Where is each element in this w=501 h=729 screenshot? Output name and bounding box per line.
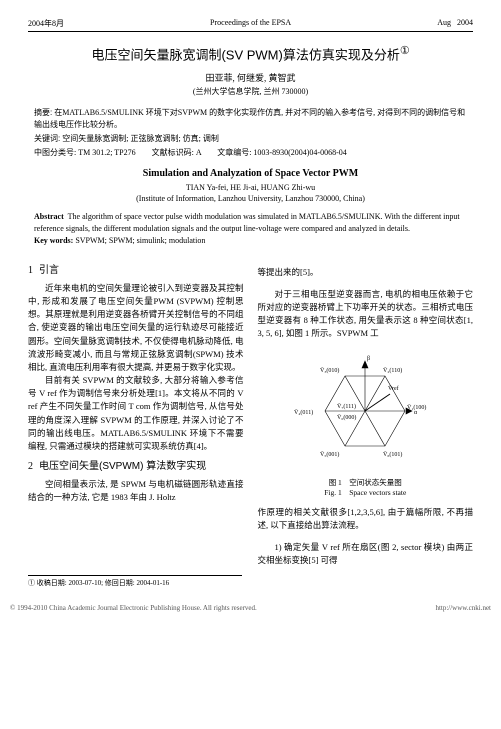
affiliation-chinese: (兰州大学信息学院, 兰州 730000) [28,86,473,97]
keywords-label-en: Key words: [34,236,73,245]
footer-copyright: © 1994-2010 China Academic Journal Elect… [10,604,257,612]
page-footer: © 1994-2010 China Academic Journal Elect… [0,604,501,612]
footnote: ① 收稿日期: 2003-07-10; 修回日期: 2004-01-16 [28,575,242,588]
col2-para2: 作原理的相关文献很多[1,2,3,5,6], 由于篇幅所限, 不再描述, 以下直… [258,506,474,532]
keywords-label-cn: 关键词: [34,134,60,143]
header-issue: Aug 2004 [437,18,473,29]
abstract-english: Abstract The algorithm of space vector p… [34,211,467,247]
header-date: 2004年8月 [28,18,64,29]
v0-label: V̄₀(000) [337,414,356,421]
left-column: 1引言 近年来电机的空间矢量理论被引入到逆变器及其控制中, 形成和发展了电压空间… [28,257,244,567]
fig1-caption: 图 1 空间状态矢量图 Fig. 1 Space vectors state [258,478,474,498]
vref-label: V̄ref [388,385,399,392]
v1-label: V̄₁(100) [407,404,426,411]
section-1-title: 1引言 [28,263,244,279]
sec2-para1: 空间相量表示法, 是 SPWM 与电机磁链圆形轨迹直接结合的一种方法, 它是 1… [28,478,244,504]
v4-label: V̄₄(011) [294,409,313,416]
authors-chinese: 田亚菲, 何继爱, 黄智武 [28,71,473,84]
sec1-para2: 目前有关 SVPWM 的文献较多, 大部分将输入参考信号 V ref 作为调制信… [28,374,244,453]
col2-para3: 1) 确定矢量 V ref 所在扇区(图 2, sector 模块) 由两正交相… [258,541,474,567]
section-2-title: 2电压空间矢量(SVPWM) 算法数字实现 [28,459,244,475]
keywords-chinese: 关键词: 空间矢量脉宽调制; 正弦脉宽调制; 仿真; 调制 [34,133,467,145]
col2-lead: 等提出来的[5]。 [258,266,474,279]
v2-label: V̄₂(110) [383,367,402,374]
right-column: 等提出来的[5]。 对于三相电压型逆变器而言, 电机的相电压依赖于它所对应的逆变… [258,257,474,567]
v6-label: V̄₆(101) [383,451,402,458]
abstract-label-cn: 摘要: [34,108,52,117]
figure-1-hexagon: β α V̄₁(100) V̄₂(110) V̄₃(010) V̄₄(011) … [258,346,474,476]
axis-beta: β [367,356,370,362]
page-header: 2004年8月 Proceedings of the EPSA Aug 2004 [28,18,473,32]
header-journal: Proceedings of the EPSA [210,18,291,29]
footer-url: http://www.cnki.net [435,604,491,612]
col2-para1: 对于三相电压型逆变器而言, 电机的相电压依赖于它所对应的逆变器桥臂上下功率开关的… [258,288,474,341]
classification-line: 中图分类号: TM 301.2; TP276 文献标识码: A 文章编号: 10… [34,147,467,158]
body-columns: 1引言 近年来电机的空间矢量理论被引入到逆变器及其控制中, 形成和发展了电压空间… [28,257,473,567]
affiliation-english: (Institute of Information, Lanzhou Unive… [28,194,473,203]
title-english: Simulation and Analyzation of Space Vect… [28,168,473,179]
title-chinese: 电压空间矢量脉宽调制(SV PWM)算法仿真实现及分析① [28,44,473,63]
v7-label: V̄₇(111) [337,403,356,410]
v5-label: V̄₅(001) [320,451,339,458]
v3-label: V̄₃(010) [320,367,339,374]
authors-english: TIAN Ya-fei, HE Ji-ai, HUANG Zhi-wu [28,183,473,192]
abstract-label-en: Abstract [34,212,64,221]
hexagon-svg: β α V̄₁(100) V̄₂(110) V̄₃(010) V̄₄(011) … [290,346,440,476]
abstract-chinese: 摘要: 在MATLAB6.5/SMULINK 环境下对SVPWM 的数字化实现作… [34,107,467,131]
sec1-para1: 近年来电机的空间矢量理论被引入到逆变器及其控制中, 形成和发展了电压空间矢量PW… [28,282,244,374]
